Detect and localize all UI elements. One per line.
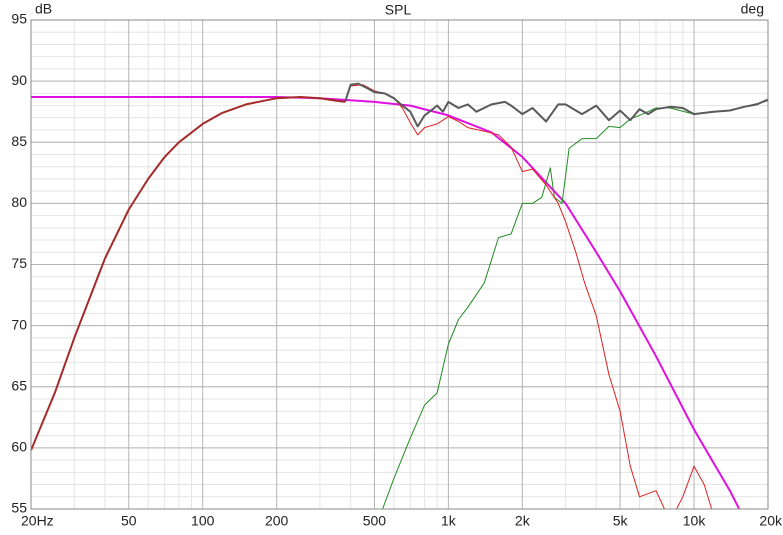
grid xyxy=(30,19,769,510)
x-tick-label: 200 xyxy=(265,513,289,529)
y-tick-label: 75 xyxy=(11,255,27,271)
x-tick-label: 50 xyxy=(121,513,137,529)
y-tick-label: 65 xyxy=(11,377,27,393)
plot-lines xyxy=(31,82,768,509)
y-tick-label: 95 xyxy=(11,11,27,27)
y-tick-label: 70 xyxy=(11,316,27,332)
series-line xyxy=(350,84,713,509)
series-line xyxy=(344,82,768,128)
x-tick-label: 10k xyxy=(683,513,707,529)
y2-axis-label: deg xyxy=(741,1,764,17)
y-tick-label: 90 xyxy=(11,72,27,88)
x-tick-label: 5k xyxy=(613,513,629,529)
x-tick-label: 100 xyxy=(191,513,215,529)
y-axis-label: dB xyxy=(35,1,52,17)
y-tick-label: 55 xyxy=(11,500,27,516)
chart-title: SPL xyxy=(385,2,412,18)
plot-frame xyxy=(30,19,769,510)
x-tick-label: 1k xyxy=(441,513,457,529)
series-line xyxy=(31,96,346,451)
y-tick-label: 60 xyxy=(11,439,27,455)
x-tick-label: 20k xyxy=(759,513,783,529)
x-tick-label: 500 xyxy=(363,513,387,529)
x-tick-label: 2k xyxy=(515,513,531,529)
x-tick-label: 20Hz xyxy=(21,513,54,529)
y-tick-label: 85 xyxy=(11,133,27,149)
y-tick-label: 80 xyxy=(11,194,27,210)
